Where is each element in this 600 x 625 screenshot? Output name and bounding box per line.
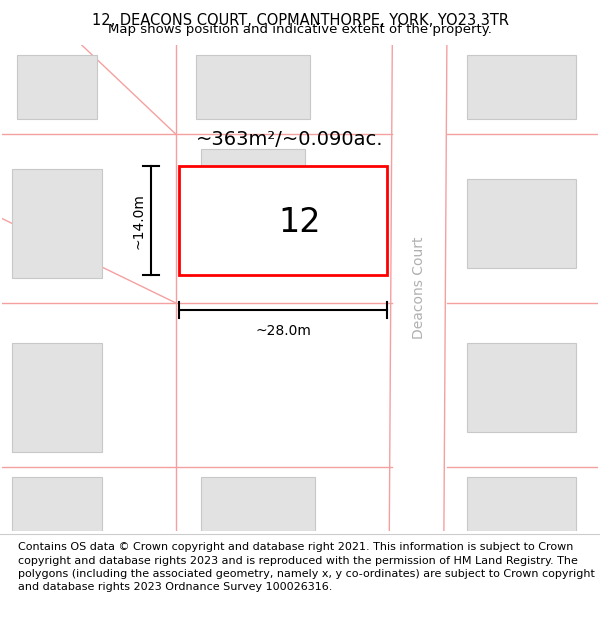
Text: ~14.0m: ~14.0m xyxy=(131,192,145,249)
Text: ~28.0m: ~28.0m xyxy=(255,324,311,338)
Bar xyxy=(17,55,97,119)
Text: 12: 12 xyxy=(278,206,321,239)
Bar xyxy=(12,477,101,531)
Bar xyxy=(12,169,101,278)
Bar xyxy=(467,342,576,432)
Bar xyxy=(196,55,310,119)
Bar xyxy=(179,166,388,275)
Bar xyxy=(467,179,576,268)
Bar xyxy=(233,186,318,261)
Bar xyxy=(467,55,576,119)
Bar xyxy=(201,149,305,224)
Bar xyxy=(467,477,576,531)
Text: ~363m²/~0.090ac.: ~363m²/~0.090ac. xyxy=(196,130,383,149)
Text: Map shows position and indicative extent of the property.: Map shows position and indicative extent… xyxy=(108,23,492,36)
Bar xyxy=(201,477,315,531)
Bar xyxy=(12,342,101,452)
Text: Contains OS data © Crown copyright and database right 2021. This information is : Contains OS data © Crown copyright and d… xyxy=(18,542,595,592)
Text: 12, DEACONS COURT, COPMANTHORPE, YORK, YO23 3TR: 12, DEACONS COURT, COPMANTHORPE, YORK, Y… xyxy=(91,12,509,28)
Text: Deacons Court: Deacons Court xyxy=(412,237,426,339)
